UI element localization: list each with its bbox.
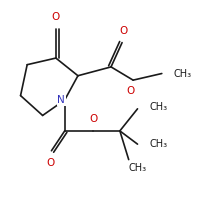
Text: O: O xyxy=(89,114,98,124)
Text: CH₃: CH₃ xyxy=(129,163,147,173)
Text: CH₃: CH₃ xyxy=(174,69,192,79)
Text: CH₃: CH₃ xyxy=(150,102,168,112)
Text: CH₃: CH₃ xyxy=(150,139,168,149)
Text: O: O xyxy=(46,158,54,168)
Text: N: N xyxy=(57,95,65,105)
Text: O: O xyxy=(119,26,127,36)
Text: O: O xyxy=(126,86,135,96)
Text: O: O xyxy=(52,12,60,22)
